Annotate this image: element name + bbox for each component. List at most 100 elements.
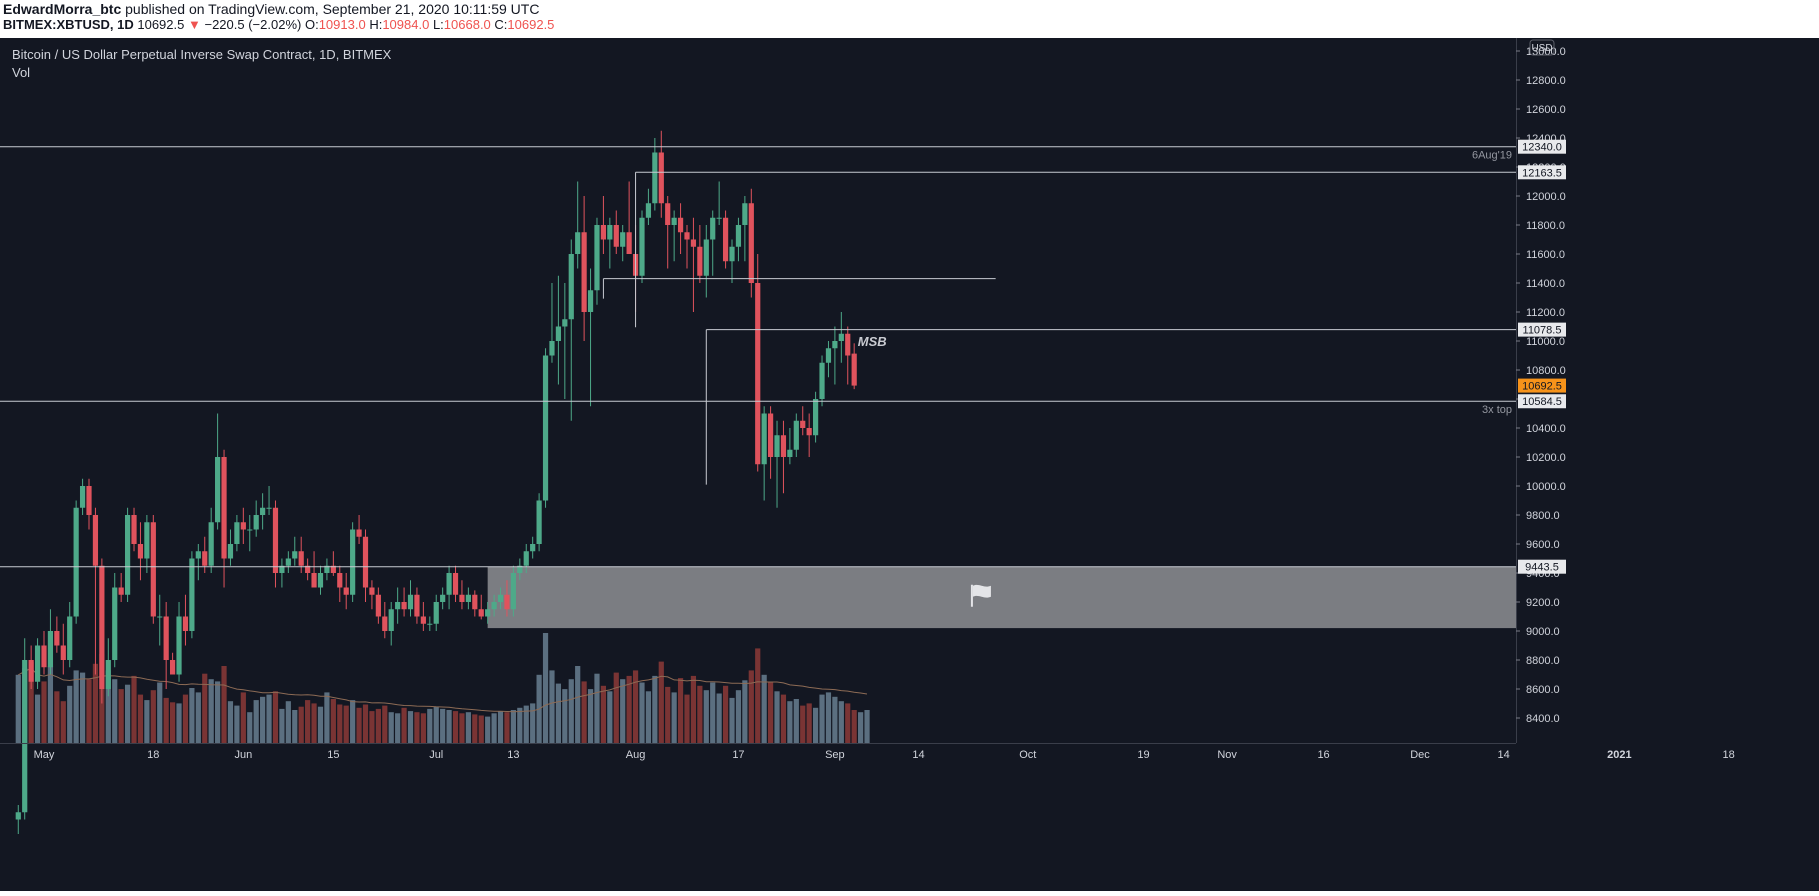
candle-body (536, 500, 542, 544)
candle-body (549, 341, 555, 356)
flag-icon (970, 584, 991, 607)
volume-bar (298, 706, 304, 743)
volume-bar (735, 690, 742, 743)
candle-body (523, 551, 529, 566)
volume-bar (266, 694, 272, 743)
axis-price-badge (1518, 394, 1566, 409)
volume-bar (838, 701, 844, 743)
candle-body (825, 348, 832, 363)
candle-body (485, 609, 491, 617)
y-tick-label: 10800.0 (1526, 365, 1566, 377)
level-label: 3x top (1482, 404, 1512, 416)
volume-bar (92, 663, 99, 743)
candle-body (755, 283, 761, 465)
candle-body (99, 565, 105, 689)
candle-body (279, 565, 285, 573)
volume-bar (202, 673, 208, 743)
candle-body (163, 616, 169, 660)
candle-body (28, 660, 34, 682)
volume-bar (620, 679, 626, 743)
x-tick-label: 18 (147, 749, 159, 761)
candle-body (375, 594, 381, 617)
candle-body (690, 239, 697, 247)
candle-body (767, 413, 774, 457)
volume-bar (440, 708, 446, 743)
candle-body (298, 551, 304, 566)
volume-legend: Vol (12, 65, 31, 80)
candle-body (79, 486, 86, 508)
volume-bar (382, 705, 388, 743)
candle-body (356, 529, 362, 537)
close-value: 10692.5 (507, 17, 555, 32)
volume-bar (832, 696, 838, 743)
last-price-badge (1518, 378, 1566, 393)
volume-bar (697, 685, 703, 743)
candle-body (568, 254, 574, 320)
candle-body (562, 319, 568, 327)
volume-ma-line (18, 667, 868, 713)
volume-bar (626, 675, 632, 743)
candle-body (742, 203, 748, 225)
volume-bar (575, 666, 581, 743)
candle-body (748, 203, 754, 283)
volume-bar (504, 712, 510, 743)
candle-body (735, 225, 742, 247)
open-value: 10913.0 (318, 17, 366, 32)
y-tick-label: 12800.0 (1526, 75, 1566, 87)
candle-body (530, 544, 536, 552)
volume-bar (787, 701, 793, 743)
volume-bar (54, 691, 60, 743)
candle-body (652, 152, 658, 204)
candle-body (137, 544, 144, 559)
axis-price-badge (1518, 559, 1566, 574)
y-tick-label: 11800.0 (1526, 220, 1565, 232)
candle-body (613, 225, 619, 247)
chart-area[interactable]: 6Aug'19 12340.0 12163.5 11078.5 3x top 10584.… (0, 38, 1819, 891)
volume-bar (144, 700, 150, 743)
candle-body (337, 573, 343, 588)
candle-body (851, 353, 857, 386)
volume-bar (369, 711, 375, 743)
volume-bar (15, 674, 21, 743)
candle-body (517, 565, 523, 573)
volume-bar (356, 707, 362, 743)
candle-body (260, 507, 266, 515)
candle-body (504, 594, 510, 610)
price-chart[interactable]: 6Aug'19 12340.0 12163.5 11078.5 3x top 10584.… (0, 38, 1819, 891)
candle-body (227, 544, 234, 559)
candle-body (317, 573, 324, 588)
x-tick-label: Oct (1019, 749, 1036, 761)
volume-bar (581, 681, 587, 743)
candle-body (446, 573, 452, 595)
publish-info: EdwardMorra_btc published on TradingView… (3, 1, 539, 17)
volume-bar (414, 712, 420, 743)
candle-body (34, 645, 41, 682)
currency-label: USD (1531, 43, 1552, 54)
candle-body (150, 522, 156, 617)
volume-bar (742, 680, 748, 743)
y-tick-label: 8400.0 (1526, 713, 1560, 725)
volume-bar (28, 661, 34, 743)
volume-bar (780, 694, 787, 743)
x-tick-label: 16 (1317, 749, 1329, 761)
candle-body (67, 616, 73, 660)
candle-body (266, 507, 272, 509)
volume-bar (79, 672, 86, 743)
candle-body (272, 507, 279, 573)
candle-body (819, 362, 825, 399)
x-tick-label: Jul (429, 749, 443, 761)
msb-annotation: MSB (858, 334, 887, 349)
volume-bar (317, 706, 324, 743)
author-name[interactable]: EdwardMorra_btc (3, 1, 122, 17)
y-tick-label: 10200.0 (1526, 452, 1566, 464)
volume-bar (388, 712, 394, 743)
volume-bar (163, 697, 169, 743)
axis-price-badge-text: 9443.5 (1525, 562, 1559, 574)
y-tick-label: 11000.0 (1526, 336, 1565, 348)
volume-bar (459, 713, 465, 743)
publish-date: published on TradingView.com, September … (125, 1, 540, 17)
volume-bar (350, 700, 356, 743)
candle-body (459, 594, 465, 602)
candle-body (671, 217, 677, 225)
volume-bar (60, 701, 66, 743)
